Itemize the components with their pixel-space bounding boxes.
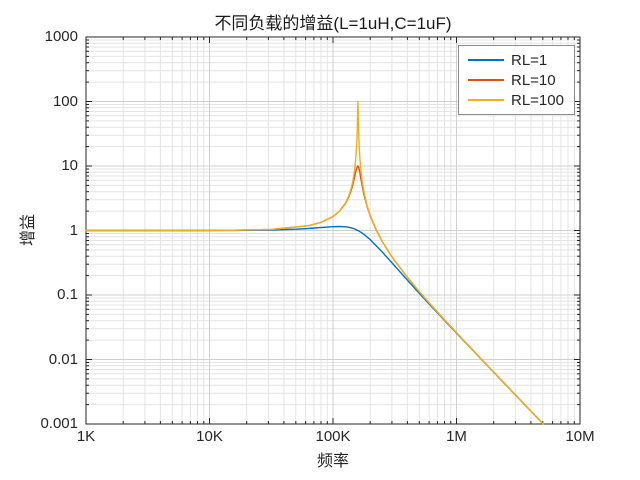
legend-label: RL=10: [511, 71, 556, 89]
x-tick-label: 1M: [446, 428, 467, 445]
y-tick-label: 1: [69, 221, 78, 239]
y-tick-label: 10: [61, 157, 78, 174]
y-tick-label: 1000: [44, 28, 78, 45]
x-tick-label: 100K: [315, 428, 351, 445]
chart-title: 不同负载的增益(L=1uH,C=1uF): [214, 14, 452, 33]
axes-frame: [85, 36, 581, 425]
series-line-RL=100: [85, 100, 544, 425]
x-tick-label: 1K: [76, 428, 96, 445]
legend: RL=1 RL=10 RL=100: [458, 45, 575, 115]
y-tick-label: 0.01: [48, 350, 78, 368]
x-axis-label: 频率: [316, 453, 349, 470]
y-tick-label: 0.1: [57, 286, 78, 303]
legend-label: RL=100: [511, 91, 564, 109]
x-tick-label: 10M: [565, 428, 595, 445]
legend-item-RL=100: RL=100: [468, 91, 564, 109]
x-tick-label: 10K: [196, 428, 223, 445]
legend-item-RL=10: RL=10: [468, 71, 564, 89]
y-tick-label: 100: [52, 92, 78, 110]
y-tick-label: 0.001: [40, 415, 78, 432]
legend-label: RL=1: [511, 51, 548, 69]
legend-line-sample: [468, 79, 504, 81]
legend-line-sample: [468, 59, 504, 61]
legend-line-sample: [468, 99, 504, 101]
legend-item-RL=1: RL=1: [468, 51, 564, 69]
